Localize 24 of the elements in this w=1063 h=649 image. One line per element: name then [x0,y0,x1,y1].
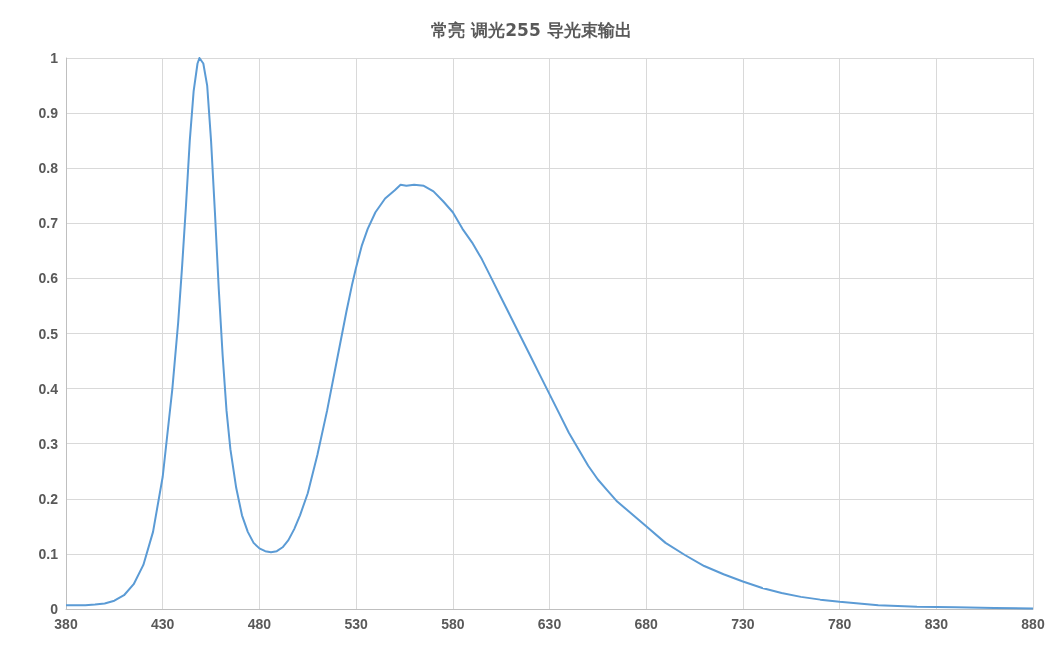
x-tick-label: 680 [634,616,659,632]
x-tick-label: 830 [924,616,949,632]
x-tick-label: 480 [247,616,272,632]
y-tick-label: 0.4 [38,380,59,397]
line-series [65,57,1034,610]
x-tick-label: 580 [441,616,465,632]
y-tick-label: 0.3 [38,435,59,452]
x-tick-label: 380 [54,616,78,632]
x-tick-label: 530 [344,616,368,632]
x-tick-label: 630 [537,616,562,632]
x-tick-label: 880 [1021,616,1045,632]
y-tick-label: 0.9 [38,105,59,122]
x-tick-label: 430 [151,616,175,632]
y-tick-label: 0.5 [38,325,59,342]
x-tick-label: 780 [827,616,852,632]
y-tick-label: 0.1 [38,545,59,562]
y-tick-label: 0.2 [38,490,59,507]
y-tick-label: 1 [50,50,59,66]
chart-title: 常亮 调光255 导光束输出 [431,19,632,40]
y-tick-label: 0.6 [38,270,59,287]
y-tick-label: 0.8 [38,160,59,177]
x-tick-label: 730 [731,616,755,632]
y-tick-label: 0.7 [38,215,59,232]
y-tick-label: 0 [50,601,59,617]
